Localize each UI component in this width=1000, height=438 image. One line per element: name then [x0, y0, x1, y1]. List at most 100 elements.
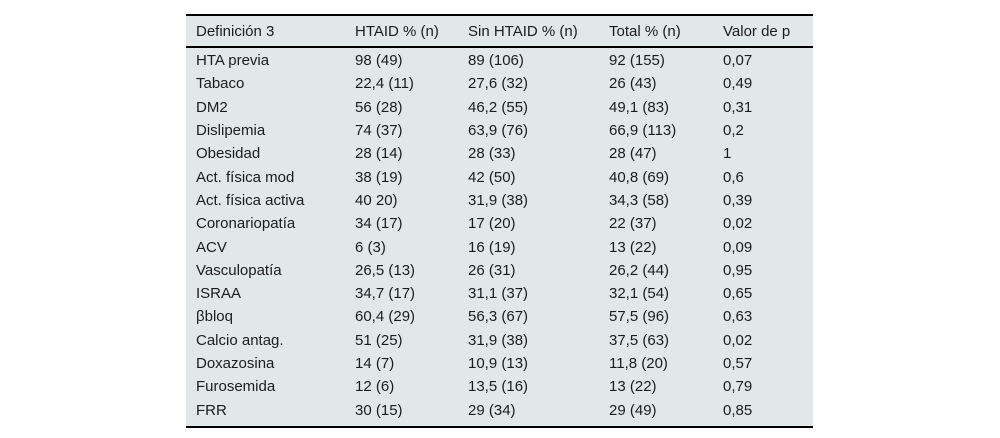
htaid-value: 51 (25) — [355, 331, 403, 349]
p-value: 0,07 — [723, 52, 753, 70]
sin-htaid-value: 16 (19) — [468, 238, 516, 256]
column-header-valor-p: Valor de p — [723, 22, 791, 40]
row-label: Act. física activa — [196, 191, 305, 209]
p-value: 0,57 — [723, 355, 753, 372]
total-value: 28 (47) — [609, 145, 657, 163]
total-value: 22 (37) — [609, 215, 657, 233]
table-row: Calcio antag. 51 (25) 31,9 (38) 37,5 (63) 0,… — [186, 329, 813, 352]
sin-htaid-value: 31,1 (37) — [468, 285, 529, 303]
sin-htaid-value: 29 (34) — [468, 401, 516, 419]
htaid-value: 60,4 (29) — [355, 308, 416, 326]
total-value: 29 (49) — [609, 401, 657, 419]
htaid-value: 14 (7) — [355, 355, 395, 372]
sin-htaid-value: 26 (31) — [468, 261, 516, 279]
htaid-value: 34,7 (17) — [355, 285, 416, 303]
htaid-value: 26,5 (13) — [355, 261, 416, 279]
total-value: 40,8 (69) — [609, 168, 670, 186]
htaid-value: 30 (15) — [355, 401, 403, 419]
column-header-definicion: Definición 3 — [196, 22, 275, 40]
column-header-total: Total % (n) — [609, 22, 681, 40]
p-value: 1 — [723, 145, 732, 163]
table-row: Obesidad 28 (14) 28 (33) 28 (47) 1 — [186, 142, 813, 165]
p-value: 0,02 — [723, 331, 753, 349]
row-label: ACV — [196, 238, 227, 256]
table-row: HTA previa 98 (49) 89 (106) 92 (155) 0,07 — [186, 49, 813, 72]
sin-htaid-value: 10,9 (13) — [468, 355, 529, 372]
table-row: βbloq 60,4 (29) 56,3 (67) 57,5 (96) 0,63 — [186, 305, 813, 328]
p-value: 0,31 — [723, 98, 753, 116]
total-value: 66,9 (113) — [609, 122, 677, 140]
row-label: Dislipemia — [196, 122, 266, 140]
htaid-value: 74 (37) — [355, 122, 403, 140]
total-value: 13 (22) — [609, 238, 657, 256]
total-value: 57,5 (96) — [609, 308, 670, 326]
row-label: Calcio antag. — [196, 331, 284, 349]
table-row: DM2 56 (28) 46,2 (55) 49,1 (83) 0,31 — [186, 96, 813, 119]
column-header-sin-htaid: Sin HTAID % (n) — [468, 22, 578, 40]
sin-htaid-value: 28 (33) — [468, 145, 516, 163]
sin-htaid-value: 27,6 (32) — [468, 75, 529, 93]
table-row: Act. física mod 38 (19) 42 (50) 40,8 (69) 0,… — [186, 165, 813, 188]
sin-htaid-value: 46,2 (55) — [468, 98, 529, 116]
table-row: Coronariopatía 34 (17) 17 (20) 22 (37) 0,02 — [186, 212, 813, 235]
htaid-value: 22,4 (11) — [355, 75, 414, 93]
row-label: Act. física mod — [196, 168, 295, 186]
row-label: HTA previa — [196, 52, 270, 70]
total-value: 92 (155) — [609, 52, 665, 70]
table-row: FRR 30 (15) 29 (34) 29 (49) 0,85 — [186, 398, 813, 421]
p-value: 0,63 — [723, 308, 753, 326]
total-value: 34,3 (58) — [609, 191, 670, 209]
htaid-value: 28 (14) — [355, 145, 403, 163]
row-label: FRR — [196, 401, 227, 419]
table-row: Tabaco 22,4 (11) 27,6 (32) 26 (43) 0,49 — [186, 72, 813, 95]
total-value: 37,5 (63) — [609, 331, 670, 349]
row-label: Obesidad — [196, 145, 261, 163]
sin-htaid-value: 63,9 (76) — [468, 122, 529, 140]
sin-htaid-value: 89 (106) — [468, 52, 524, 70]
p-value: 0,85 — [723, 401, 753, 419]
p-value: 0,49 — [723, 75, 753, 93]
row-label: DM2 — [196, 98, 228, 116]
total-value: 32,1 (54) — [609, 285, 670, 303]
table-row: Act. física activa 40 20) 31,9 (38) 34,3 (5… — [186, 189, 813, 212]
htaid-value: 98 (49) — [355, 52, 403, 70]
total-value: 26,2 (44) — [609, 261, 670, 279]
sin-htaid-value: 17 (20) — [468, 215, 516, 233]
row-label: Doxazosina — [196, 355, 275, 372]
sin-htaid-value: 31,9 (38) — [468, 331, 529, 349]
row-label: ISRAA — [196, 285, 242, 303]
htaid-value: 12 (6) — [355, 378, 395, 396]
table-row: Vasculopatía 26,5 (13) 26 (31) 26,2 (44) 0,9… — [186, 259, 813, 282]
p-value: 0,2 — [723, 122, 744, 140]
row-label: Tabaco — [196, 75, 245, 93]
htaid-value: 34 (17) — [355, 215, 403, 233]
p-value: 0,6 — [723, 168, 744, 186]
row-label: Coronariopatía — [196, 215, 296, 233]
table-row: Doxazosina 14 (7) 10,9 (13) 11,8 (20) 0,57 — [186, 352, 813, 375]
table-row: Furosemida 12 (6) 13,5 (16) 13 (22) 0,79 — [186, 375, 813, 398]
total-value: 26 (43) — [609, 75, 657, 93]
table-row: ISRAA 34,7 (17) 31,1 (37) 32,1 (54) 0,65 — [186, 282, 813, 305]
row-label: βbloq — [196, 308, 233, 326]
column-header-htaid: HTAID % (n) — [355, 22, 439, 40]
sin-htaid-value: 42 (50) — [468, 168, 516, 186]
p-value: 0,39 — [723, 191, 753, 209]
sin-htaid-value: 13,5 (16) — [468, 378, 529, 396]
p-value: 0,65 — [723, 285, 753, 303]
row-label: Vasculopatía — [196, 261, 282, 279]
htaid-value: 40 20) — [355, 191, 398, 209]
table-header-row: Definición 3 HTAID % (n) Sin HTAID % (n)… — [186, 16, 813, 48]
htaid-value: 56 (28) — [355, 98, 403, 116]
total-value: 49,1 (83) — [609, 98, 670, 116]
table-body: HTA previa 98 (49) 89 (106) 92 (155) 0,07 Tab… — [186, 48, 813, 426]
table-row: ACV 6 (3) 16 (19) 13 (22) 0,09 — [186, 235, 813, 258]
statistics-table: Definición 3 HTAID % (n) Sin HTAID % (n)… — [186, 14, 813, 428]
p-value: 0,79 — [723, 378, 753, 396]
htaid-value: 6 (3) — [355, 238, 386, 256]
p-value: 0,02 — [723, 215, 753, 233]
htaid-value: 38 (19) — [355, 168, 403, 186]
sin-htaid-value: 56,3 (67) — [468, 308, 529, 326]
sin-htaid-value: 31,9 (38) — [468, 191, 529, 209]
p-value: 0,09 — [723, 238, 753, 256]
total-value: 11,8 (20) — [609, 355, 668, 372]
